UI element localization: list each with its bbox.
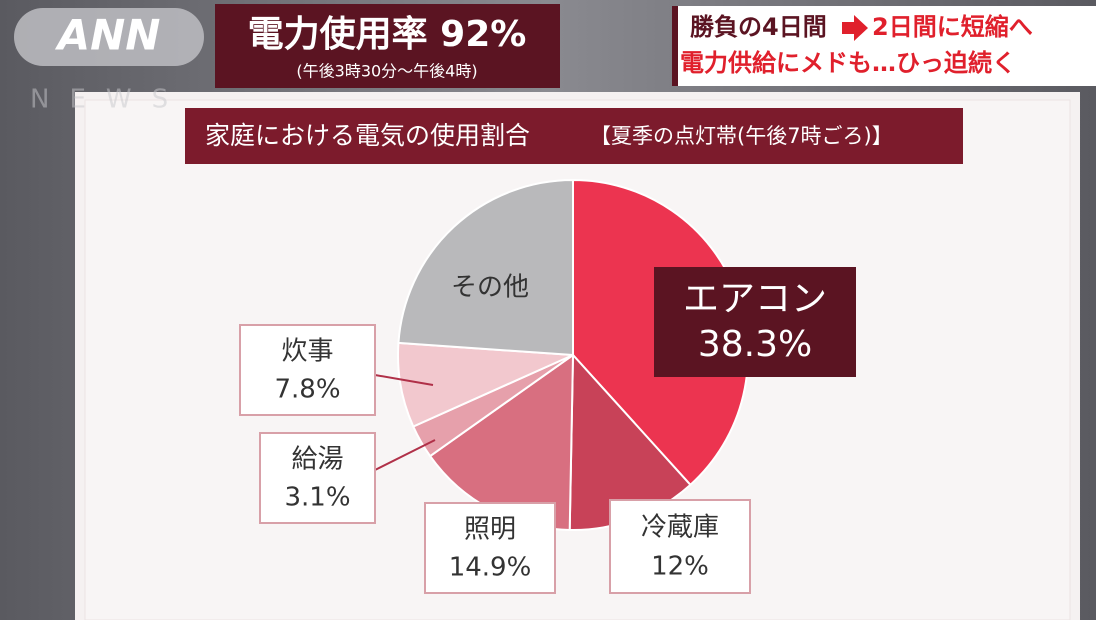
slice-name: 冷蔵庫 xyxy=(641,512,719,542)
slice-value: 3.1% xyxy=(284,482,350,512)
chart-subtitle: 【夏季の点灯帯(午後7時ごろ)】 xyxy=(590,124,893,148)
pie-labels: エアコン 38.3% 冷蔵庫 12% 照明 14.9% 給湯 3.1% 炊事 7.8% その他 xyxy=(239,267,856,594)
chart-title-box xyxy=(185,108,963,164)
logo-sub: NEWS xyxy=(30,85,188,115)
label-box xyxy=(259,432,376,524)
headline-note: (午後3時30分～午後4時) xyxy=(296,62,477,81)
label-box xyxy=(239,324,376,416)
slice-name: エアコン xyxy=(683,278,827,319)
topic-accent xyxy=(672,6,678,86)
pie-slice xyxy=(397,178,574,357)
chart-title: 家庭における電気の使用割合 xyxy=(205,121,530,150)
slice-value: 12% xyxy=(651,551,709,581)
slice-value: 14.9% xyxy=(449,552,532,582)
topic-box xyxy=(672,6,1096,86)
slice-name: その他 xyxy=(451,273,529,303)
slice-value: 38.3% xyxy=(698,324,812,365)
logo: ANN xyxy=(55,11,161,60)
label-box xyxy=(609,499,751,594)
headline-box xyxy=(215,4,560,88)
topic-line2: 電力供給にメドも…ひっ迫続く xyxy=(680,49,1016,77)
leader-line xyxy=(374,439,436,471)
topic-line1-b: 2日間に短縮へ xyxy=(872,13,1033,41)
slice-value: 7.8% xyxy=(274,374,340,404)
topic-line1-a: 勝負の4日間 xyxy=(690,13,827,41)
logo-bg xyxy=(14,8,204,66)
label-box xyxy=(424,502,556,594)
headline: 電力使用率 92% xyxy=(248,14,527,55)
slice-name: 照明 xyxy=(464,515,516,545)
slice-name: 給湯 xyxy=(291,445,343,475)
label-box xyxy=(654,267,856,377)
topic-arrow xyxy=(842,15,868,41)
leader-line xyxy=(374,374,434,386)
slice-name: 炊事 xyxy=(281,337,333,367)
